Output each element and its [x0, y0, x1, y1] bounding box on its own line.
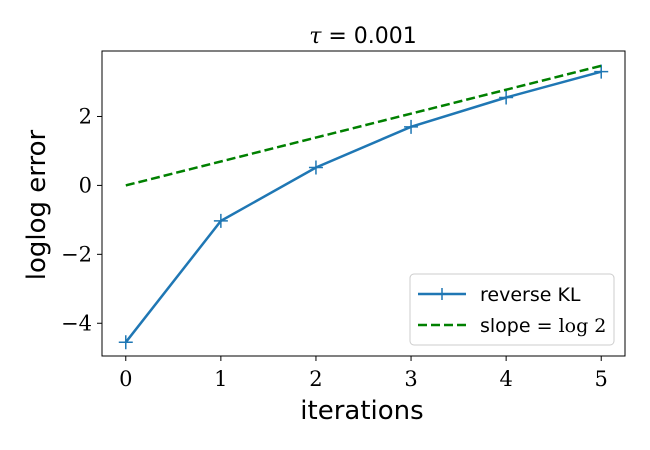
data-point-marker [118, 335, 133, 350]
series-line-reverse-kl [124, 70, 602, 343]
chart-title-value: = 0.001 [321, 24, 416, 49]
data-point-marker [308, 160, 323, 175]
x-tick-label: 1 [214, 367, 227, 391]
series-layer [118, 64, 609, 350]
x-tick-label: 4 [499, 367, 512, 391]
x-axis-ticks: 0 1 2 3 4 5 [119, 356, 608, 391]
x-tick-label: 0 [119, 367, 132, 391]
plot-area [101, 50, 626, 357]
legend-marker-reverse-kl [436, 288, 448, 300]
y-tick-label: 0 [79, 173, 92, 197]
legend: reverse KL slope = log 2 [409, 273, 615, 346]
x-tick-label: 2 [309, 367, 322, 391]
legend-label-slope: slope = log 2 [480, 315, 606, 337]
data-point-marker [404, 119, 419, 134]
x-tick-label: 3 [404, 367, 417, 391]
y-tick-label: 2 [79, 104, 92, 128]
chart-title-symbol: τ [309, 24, 322, 49]
data-point-marker [499, 90, 514, 105]
y-axis-ticks: −4 −2 0 2 [61, 104, 102, 335]
x-axis-label: iterations [300, 396, 423, 426]
chart-title: τ = 0.001 [309, 24, 417, 49]
legend-label-slope-math: log 2 [559, 315, 607, 337]
y-tick-label: −4 [61, 311, 92, 335]
legend-box [409, 273, 615, 346]
data-point-marker [213, 213, 228, 228]
series-line-slope [125, 64, 602, 187]
legend-label-slope-prefix: slope = [480, 315, 559, 337]
x-tick-label: 5 [595, 367, 608, 391]
y-tick-label: −2 [61, 242, 92, 266]
legend-label-reverse-kl: reverse KL [480, 284, 581, 306]
y-axis-label: loglog error [22, 129, 52, 280]
